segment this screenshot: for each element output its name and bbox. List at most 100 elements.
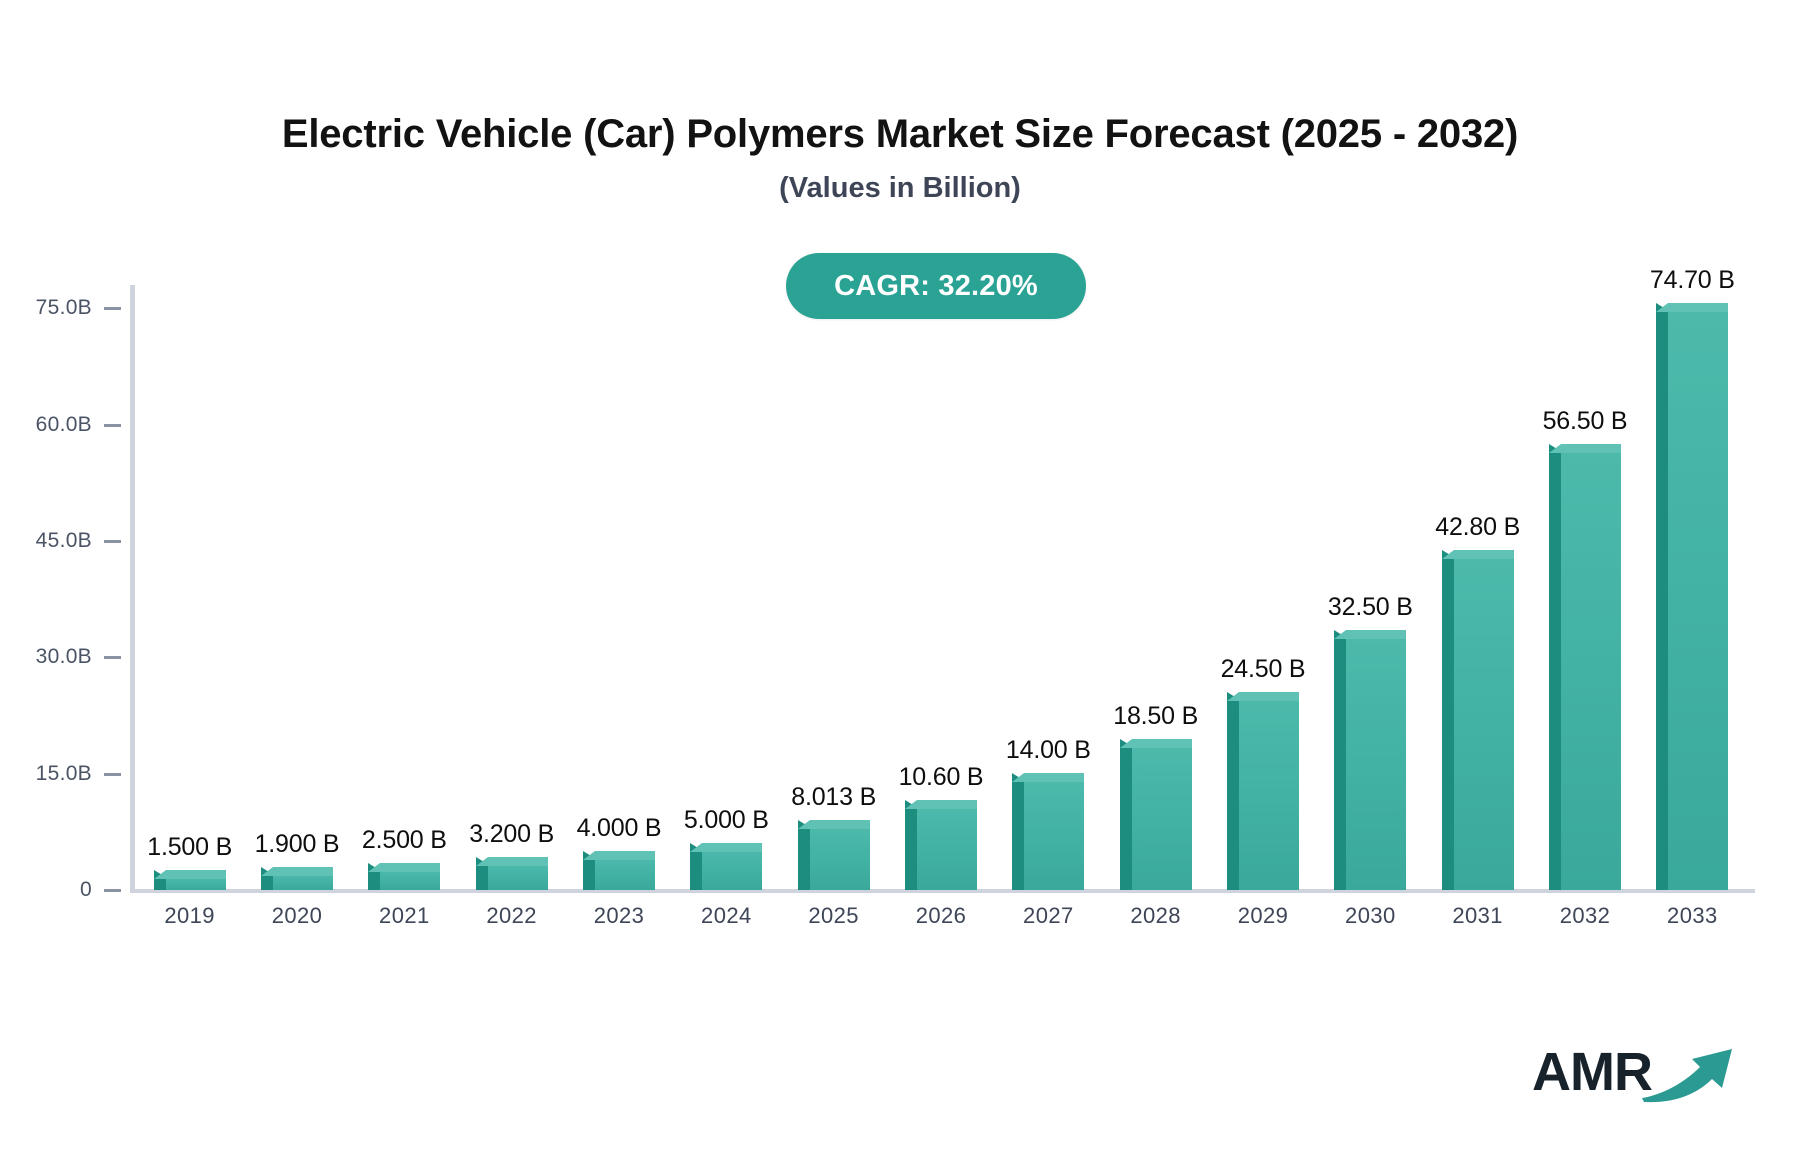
bar-value-label: 8.013 B — [791, 782, 877, 811]
y-tick: 45.0B — [36, 529, 130, 553]
plot-area: 0 15.0B 30.0B 45.0B 60.0B 75.0B 1.500 B 1.900 … — [36, 266, 1740, 901]
bar-slot: 4.000 B — [577, 285, 662, 890]
bar-value-label: 4.000 B — [576, 813, 662, 842]
y-tick-mark — [104, 539, 121, 543]
bar-value-label: 14.00 B — [1005, 736, 1091, 765]
bar-top-face — [905, 799, 977, 809]
x-tick-label: 2026 — [915, 903, 967, 928]
y-tick: 15.0B — [36, 762, 130, 786]
bar-value-label: 2.500 B — [361, 825, 447, 854]
bar-front-face — [487, 865, 548, 890]
logo-wordmark: AMR — [1532, 1042, 1653, 1102]
bar[interactable] — [153, 870, 226, 890]
bar-slot: 10.60 B — [899, 285, 984, 890]
y-tick: 60.0B — [36, 413, 130, 437]
bar-slot: 42.80 B — [1435, 285, 1520, 890]
bar-top-face — [153, 870, 226, 880]
bar-front-face — [702, 851, 763, 890]
x-axis-labels: 2019 2020 2021 2022 2023 2024 2025 2026 2027 2028… — [130, 903, 1740, 943]
bar-top-face — [368, 862, 441, 872]
bar-front-face — [1346, 637, 1407, 890]
bar-slot: 74.70 B — [1650, 266, 1735, 890]
bar[interactable] — [1549, 443, 1621, 890]
bar-series: 1.500 B 1.900 B 2.500 B 3.200 B 4.000 B 5.000… — [130, 266, 1740, 890]
x-tick-label: 2027 — [1023, 903, 1074, 928]
y-tick-mark — [104, 307, 121, 311]
bar[interactable] — [1227, 691, 1299, 890]
bar-top-face — [1334, 629, 1407, 639]
bar[interactable] — [368, 862, 441, 890]
bar-top-face — [475, 857, 548, 867]
bar-slot: 8.013 B — [791, 285, 876, 890]
bar-front-face — [273, 875, 333, 890]
bar-value-label: 5.000 B — [683, 806, 769, 835]
bar-front-face — [1453, 558, 1514, 890]
bar-top-face — [1549, 443, 1621, 453]
x-tick-label: 2023 — [593, 903, 645, 928]
bar[interactable] — [797, 819, 870, 890]
y-tick-mark — [104, 423, 121, 427]
bar-slot: 5.000 B — [684, 285, 769, 890]
bar-value-label: 42.80 B — [1435, 513, 1521, 542]
bar-top-face — [1227, 691, 1299, 701]
page-subtitle: (Values in Billion) — [779, 172, 1021, 204]
y-tick-mark — [104, 888, 121, 892]
x-tick-label: 2031 — [1452, 903, 1503, 928]
x-tick-label: 2028 — [1130, 903, 1181, 928]
bar-front-face — [1561, 451, 1621, 890]
x-tick-label: 2033 — [1667, 903, 1718, 928]
bar-top-face — [1012, 773, 1085, 783]
bar[interactable] — [1119, 738, 1192, 890]
y-tick-label: 15.0B — [35, 761, 92, 785]
bar-value-label: 3.200 B — [469, 820, 555, 849]
bar-front-face — [165, 878, 226, 890]
bar-value-label: 32.50 B — [1327, 592, 1413, 621]
y-tick-label: 60.0B — [35, 412, 92, 436]
x-tick-label: 2024 — [701, 903, 752, 928]
bar[interactable] — [261, 867, 333, 890]
bar-value-label: 10.60 B — [898, 762, 984, 791]
y-axis-line — [130, 285, 135, 893]
bar-front-face — [1239, 699, 1299, 890]
x-tick-label: 2022 — [486, 903, 537, 928]
bar-front-face — [595, 858, 655, 890]
bar[interactable] — [905, 799, 977, 890]
y-tick-label: 0 — [80, 878, 92, 901]
bar[interactable] — [1441, 550, 1514, 890]
amr-logo: AMR — [1532, 1035, 1742, 1115]
bar-slot: 2.500 B — [362, 285, 447, 890]
page-title: Electric Vehicle (Car) Polymers Market S… — [281, 112, 1519, 156]
bar-slot: 3.200 B — [469, 285, 554, 890]
bar[interactable] — [1334, 629, 1407, 890]
bar-top-face — [261, 867, 333, 877]
bar[interactable] — [1656, 302, 1729, 890]
bar[interactable] — [583, 850, 655, 890]
bar-slot: 24.50 B — [1221, 285, 1306, 890]
x-tick-label: 2025 — [808, 903, 859, 928]
bar-top-face — [583, 850, 655, 860]
bar[interactable] — [475, 857, 548, 890]
bar-top-face — [1656, 302, 1729, 312]
bar[interactable] — [1012, 773, 1085, 890]
x-tick-label: 2029 — [1237, 903, 1289, 928]
bar-slot: 32.50 B — [1328, 285, 1413, 890]
bar-top-face — [1119, 738, 1192, 748]
x-axis-line — [130, 889, 1755, 893]
bar-front-face — [1131, 746, 1192, 890]
bar-value-label: 1.900 B — [254, 830, 340, 859]
bar-front-face — [380, 870, 441, 890]
x-tick-label: 2019 — [164, 903, 215, 928]
bar-value-label: 24.50 B — [1220, 654, 1306, 683]
x-tick-label: 2032 — [1559, 903, 1611, 928]
bar-slot: 14.00 B — [1006, 285, 1091, 890]
y-tick: 0 — [80, 878, 130, 902]
bar[interactable] — [690, 843, 763, 890]
bar-top-face — [797, 819, 870, 829]
bar-value-label: 74.70 B — [1649, 265, 1735, 294]
bar-front-face — [1024, 781, 1085, 890]
bar-front-face — [917, 807, 977, 890]
y-tick-label: 30.0B — [35, 645, 92, 669]
growth-arrow-icon — [1642, 1049, 1732, 1103]
y-tick: 75.0B — [36, 296, 130, 320]
